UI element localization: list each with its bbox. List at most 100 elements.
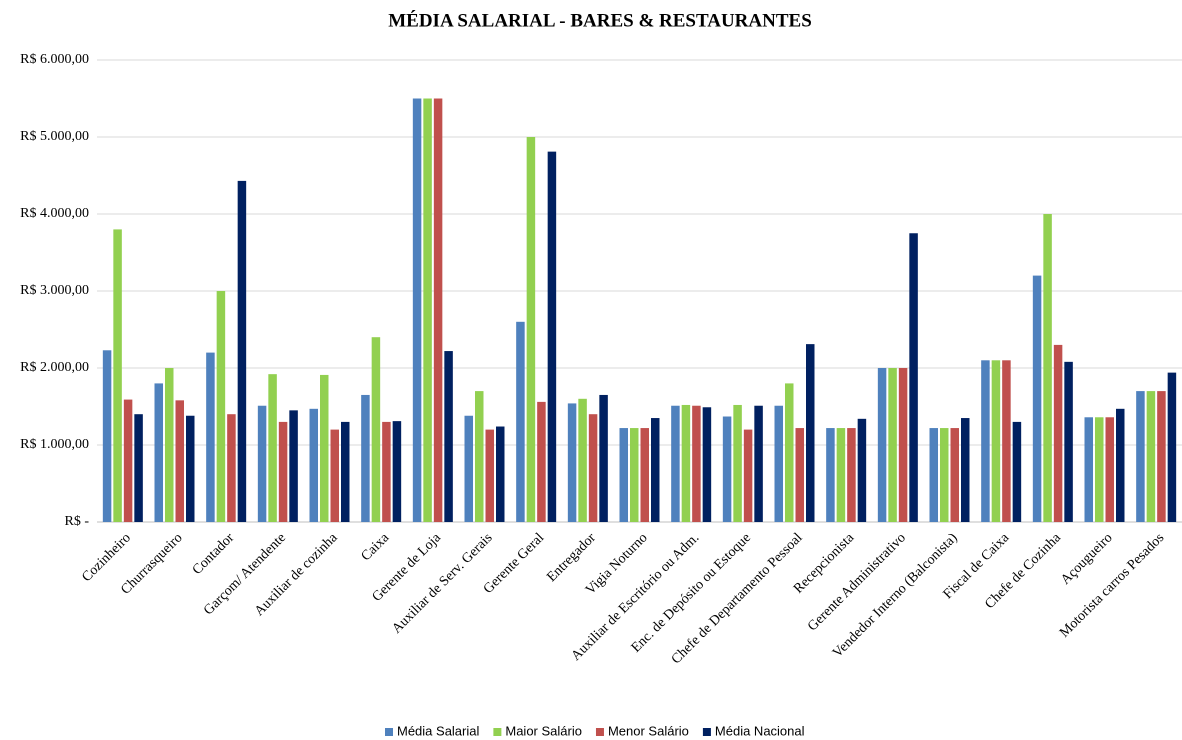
bar [1095,417,1104,522]
bar [806,344,815,522]
y-tick-label: R$ 4.000,00 [20,206,89,221]
y-tick-label: R$ 1.000,00 [20,437,89,452]
bar [651,418,660,522]
bar [681,404,691,522]
bar [888,368,897,522]
bar [733,404,742,522]
x-tick-label: Entregador [544,530,599,585]
bar [341,421,350,522]
bar [537,401,546,522]
bar [857,418,867,522]
bar [175,400,184,522]
bar [961,418,970,522]
y-tick-label: R$ 2.000,00 [20,360,89,375]
bar [785,383,794,522]
bar [1032,275,1042,522]
bar [1116,408,1125,522]
bar [278,421,288,522]
bar [981,360,990,522]
bar [940,428,949,522]
bar [599,394,608,522]
bar [929,428,938,522]
chart-title: MÉDIA SALARIAL - BARES & RESTAURANTES [388,9,812,31]
bar [216,291,226,522]
legend-swatch [493,728,502,736]
bar [754,405,763,522]
bar [371,337,381,522]
bar [134,414,143,522]
bar [836,428,846,522]
bar [1064,361,1073,522]
bar [547,151,557,522]
bar [1043,214,1052,522]
bar [206,352,215,522]
bar [1146,391,1156,522]
bar [588,414,598,522]
bar [289,410,298,522]
bar [227,414,236,522]
bar [826,428,835,522]
bar [485,429,494,522]
bar [640,428,649,522]
bar [475,391,484,522]
bar [496,426,505,522]
bar [567,403,577,522]
bar [433,98,443,522]
bar [991,360,1001,522]
legend-swatch [385,728,393,736]
bar [382,421,391,522]
legend-swatch [595,728,604,736]
bar [464,415,473,522]
x-tick-label: Gerente Administrativo [805,530,909,634]
bar [113,229,122,522]
bar [423,98,432,522]
bar [1167,372,1177,522]
bar [320,374,329,522]
bar [909,233,918,522]
bar [847,428,856,522]
bar [630,428,639,522]
bar [743,429,753,522]
y-tick-label: R$ 3.000,00 [20,283,89,298]
bar [619,428,628,522]
bar [1157,391,1166,522]
bar [268,374,277,522]
bar [237,180,247,522]
legend-swatch [702,728,711,736]
bar [898,368,908,522]
bar [186,415,195,522]
bar [671,405,680,522]
bar [102,350,112,522]
bar [330,429,339,522]
x-tick-label: Cozinheiro [79,530,134,585]
y-tick-label: R$ 5.000,00 [20,129,89,144]
bar [722,416,732,522]
y-tick-label: R$ - [65,514,90,529]
bar [1105,417,1114,522]
x-tick-label: Motorista carros Pesados [1057,530,1167,640]
bar [257,405,267,522]
bar [795,428,804,522]
x-tick-label: Auxiliar de Serv. Gerais [389,530,495,636]
bar [123,399,133,522]
legend-label: Média Salarial [397,723,479,738]
bar [412,98,422,522]
y-tick-label: R$ 6.000,00 [20,52,89,67]
bar [1136,391,1145,522]
bar [1012,421,1022,522]
bar [444,351,453,522]
bar [516,321,525,522]
bar [1084,417,1093,522]
x-tick-label: Caixa [359,530,393,564]
legend-label: Menor Salário [608,723,689,738]
bar [392,421,402,522]
bar [950,428,959,522]
bar [692,405,701,522]
x-tick-label: Contador [190,530,238,578]
bar [361,394,370,522]
bar [1002,360,1011,522]
bar [877,368,887,522]
bar [165,368,174,522]
bar [774,405,783,522]
